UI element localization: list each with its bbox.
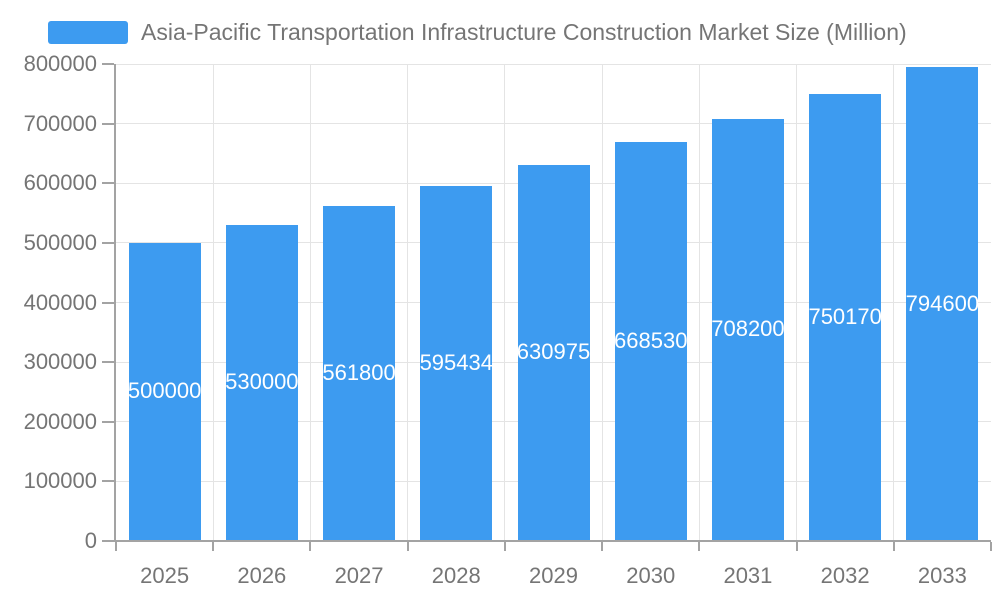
y-axis-label: 600000	[23, 170, 97, 196]
y-axis-label: 800000	[23, 51, 97, 76]
legend-label: Asia-Pacific Transportation Infrastructu…	[141, 19, 907, 45]
bar-2025[interactable]: 500000	[128, 242, 201, 540]
bar-2026[interactable]: 530000	[225, 224, 298, 540]
bar-value-label: 530000	[225, 369, 298, 395]
bar-2027[interactable]: 561800	[323, 206, 396, 540]
x-gridline	[504, 64, 506, 541]
x-gridline	[212, 64, 214, 541]
x-axis-label: 2028	[431, 563, 481, 588]
bar-2032[interactable]: 750170	[809, 93, 882, 540]
x-axis-tick	[892, 542, 895, 551]
y-gridline	[116, 123, 991, 125]
bar-2033[interactable]: 794600	[906, 67, 979, 540]
bar-value-label: 750170	[809, 303, 882, 329]
y-axis-line	[114, 64, 116, 542]
x-axis-line	[114, 540, 991, 542]
y-axis-tick	[102, 540, 114, 542]
y-axis-tick	[102, 301, 114, 304]
bar-value-label: 668530	[614, 328, 687, 354]
x-axis-tick	[406, 542, 409, 551]
y-axis-label: 500000	[23, 229, 97, 255]
x-axis-label: 2032	[820, 563, 870, 588]
x-gridline	[601, 64, 603, 541]
legend-swatch-icon	[48, 21, 128, 44]
x-axis-label: 2031	[723, 563, 773, 588]
y-axis-tick	[102, 182, 114, 185]
x-axis-label: 2033	[917, 563, 967, 588]
x-axis-label: 2029	[529, 563, 578, 588]
x-gridline	[893, 64, 895, 541]
y-axis-tick	[102, 63, 114, 65]
bar-value-label: 500000	[128, 378, 201, 404]
y-axis-label: 400000	[23, 289, 97, 315]
x-axis-tick	[503, 542, 506, 551]
legend-item[interactable]: Asia-Pacific Transportation Infrastructu…	[48, 20, 907, 45]
x-axis-tick	[601, 542, 604, 551]
bar-2031[interactable]: 708200	[711, 118, 784, 540]
x-gridline	[698, 64, 700, 541]
y-axis-tick	[102, 420, 114, 423]
y-axis-tick	[102, 241, 114, 244]
y-gridline	[116, 63, 991, 65]
y-axis-label: 0	[84, 528, 97, 553]
x-axis-tick	[698, 542, 701, 551]
bar-value-label: 630975	[517, 339, 590, 365]
x-gridline	[407, 64, 409, 541]
x-gridline	[309, 64, 311, 541]
x-axis-tick	[795, 542, 798, 551]
y-axis-tick	[102, 480, 114, 483]
x-axis-tick	[115, 542, 117, 551]
bar-value-label: 595434	[420, 349, 493, 375]
bar-2029[interactable]: 630975	[517, 164, 590, 540]
y-axis-tick	[102, 361, 114, 364]
x-axis-label: 2026	[237, 563, 287, 588]
x-axis-label: 2025	[140, 563, 190, 588]
x-axis-label: 2030	[626, 563, 676, 588]
x-axis-label: 2027	[334, 563, 384, 588]
bar-value-label: 561800	[323, 360, 396, 385]
x-axis-tick	[990, 542, 992, 551]
bar-2030[interactable]: 668530	[614, 142, 687, 540]
x-axis-tick	[309, 542, 312, 551]
y-axis-label: 100000	[23, 468, 97, 494]
y-axis-label: 200000	[23, 408, 97, 434]
y-axis-tick	[102, 122, 114, 125]
x-gridline	[796, 64, 798, 541]
y-axis-label: 700000	[23, 110, 97, 136]
y-axis-label: 300000	[23, 349, 97, 375]
x-axis-tick	[212, 542, 215, 551]
bar-2028[interactable]: 595434	[420, 185, 493, 540]
bar-value-label: 794600	[906, 290, 979, 316]
bar-value-label: 708200	[711, 316, 784, 342]
